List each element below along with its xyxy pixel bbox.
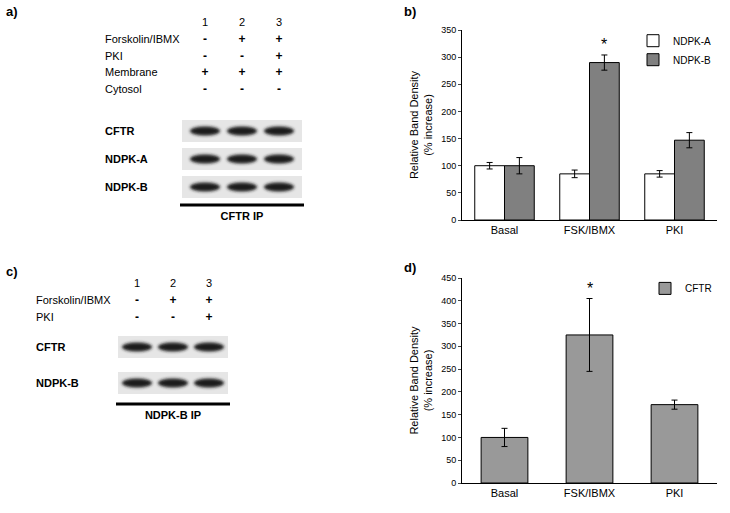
svg-text:Forskolin/IBMX: Forskolin/IBMX [105,33,180,45]
svg-text:-: - [135,293,139,307]
svg-text:50: 50 [446,455,456,465]
svg-text:Forskolin/IBMX: Forskolin/IBMX [36,294,111,306]
svg-text:+: + [275,32,282,46]
svg-text:+: + [201,65,208,79]
svg-text:0: 0 [451,215,456,225]
svg-text:250: 250 [441,364,456,374]
svg-text:CFTR: CFTR [105,125,134,137]
svg-text:PKI: PKI [105,50,123,62]
svg-text:PKI: PKI [36,311,54,323]
svg-text:2: 2 [170,277,176,289]
svg-text:150: 150 [441,134,456,144]
svg-text:FSK/IBMX: FSK/IBMX [564,487,616,499]
svg-text:NDPK-B IP: NDPK-B IP [145,409,201,421]
svg-text:+: + [205,293,212,307]
svg-text:450: 450 [441,273,456,283]
svg-text:*: * [587,280,593,297]
svg-text:-: - [135,310,139,324]
svg-text:50: 50 [446,188,456,198]
svg-text:FSK/IBMX: FSK/IBMX [564,224,616,236]
svg-text:b): b) [404,4,416,19]
svg-text:PKI: PKI [666,224,684,236]
svg-text:3: 3 [206,277,212,289]
svg-text:100: 100 [441,433,456,443]
svg-text:Relative Band Density(% increa: Relative Band Density(% increase) [408,326,434,435]
svg-text:-: - [203,82,207,96]
svg-text:100: 100 [441,161,456,171]
svg-text:-: - [171,310,175,324]
svg-text:PKI: PKI [666,487,684,499]
svg-text:350: 350 [441,319,456,329]
svg-text:+: + [275,49,282,63]
svg-text:150: 150 [441,410,456,420]
svg-text:200: 200 [441,387,456,397]
svg-text:250: 250 [441,79,456,89]
svg-text:1: 1 [134,277,140,289]
svg-text:+: + [275,65,282,79]
svg-text:350: 350 [441,25,456,35]
svg-text:0: 0 [451,478,456,488]
svg-text:Cytosol: Cytosol [105,83,142,95]
svg-text:2: 2 [239,16,245,28]
svg-text:*: * [601,36,607,53]
svg-text:CFTR: CFTR [36,341,65,353]
svg-text:Basal: Basal [491,224,519,236]
svg-text:NDPK-B: NDPK-B [105,181,148,193]
svg-text:Basal: Basal [491,487,519,499]
svg-text:NDPK-A: NDPK-A [673,36,711,47]
svg-text:-: - [277,82,281,96]
svg-text:c): c) [6,264,18,279]
svg-text:-: - [203,49,207,63]
svg-text:+: + [238,65,245,79]
svg-text:Membrane: Membrane [105,66,158,78]
svg-text:-: - [240,49,244,63]
svg-text:300: 300 [441,52,456,62]
svg-text:CFTR: CFTR [685,283,712,294]
svg-text:a): a) [6,4,18,19]
svg-text:+: + [205,310,212,324]
svg-text:d): d) [404,260,416,275]
svg-text:-: - [240,82,244,96]
svg-text:+: + [238,32,245,46]
svg-text:CFTR IP: CFTR IP [221,210,264,222]
svg-text:200: 200 [441,107,456,117]
svg-text:+: + [169,293,176,307]
svg-text:NDPK-B: NDPK-B [673,55,711,66]
svg-text:3: 3 [276,16,282,28]
svg-text:Relative Band Density(% increa: Relative Band Density(% increase) [408,70,434,179]
svg-text:NDPK-A: NDPK-A [105,153,148,165]
svg-text:-: - [203,32,207,46]
svg-text:NDPK-B: NDPK-B [36,377,79,389]
svg-text:400: 400 [441,296,456,306]
svg-text:300: 300 [441,341,456,351]
svg-text:1: 1 [202,16,208,28]
